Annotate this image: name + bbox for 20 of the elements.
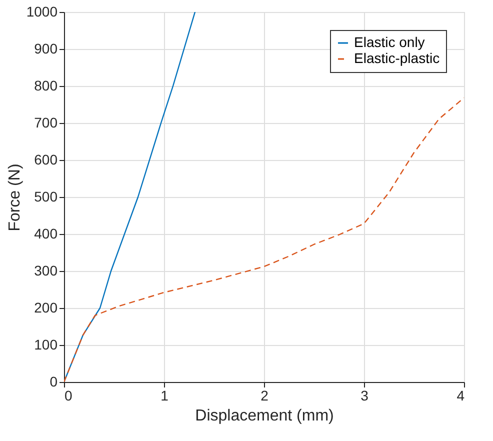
x-tick-label: 4 [456, 388, 465, 404]
y-tick-label: 200 [34, 300, 58, 316]
y-tick-label: 100 [34, 336, 58, 352]
x-tick-label: 1 [160, 388, 169, 404]
legend-label: Elastic only [354, 34, 425, 50]
y-tick-label: 500 [34, 188, 58, 204]
y-tick-label: 1000 [26, 4, 58, 20]
x-tick-label: 0 [64, 388, 72, 404]
y-tick-label: 900 [34, 40, 58, 56]
y-axis-title: Force (N) [6, 164, 24, 232]
x-tick-label: 3 [360, 388, 369, 404]
y-tick-label: 300 [34, 262, 58, 278]
x-tick-label: 2 [260, 388, 269, 404]
y-tick-label: 700 [34, 114, 58, 130]
y-tick-label: 400 [34, 226, 58, 242]
y-tick-label: 800 [34, 78, 58, 94]
y-tick-label: 600 [34, 152, 58, 168]
y-tick-label: 0 [50, 374, 58, 390]
legend-label: Elastic-plastic [354, 50, 440, 66]
x-axis-title: Displacement (mm) [195, 408, 334, 424]
